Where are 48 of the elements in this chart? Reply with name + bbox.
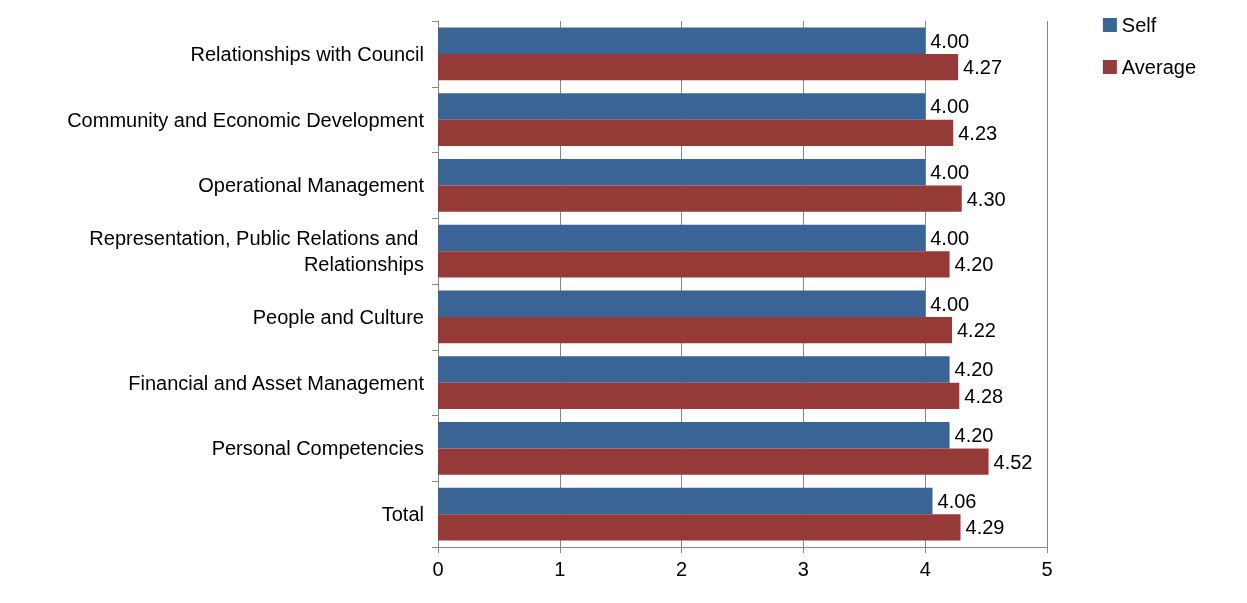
bar bbox=[438, 251, 950, 278]
bar bbox=[438, 487, 933, 515]
legend-label: Average bbox=[1121, 56, 1197, 78]
bar bbox=[438, 119, 954, 146]
bar bbox=[438, 185, 962, 212]
bar bbox=[438, 53, 959, 81]
y-tick-label: Operational Management bbox=[198, 174, 425, 197]
bar bbox=[438, 93, 926, 120]
data-label: 4.00 bbox=[930, 29, 970, 52]
x-tick-label: 3 bbox=[797, 558, 809, 580]
bar bbox=[438, 422, 950, 449]
x-tick-label: 4 bbox=[919, 558, 931, 580]
data-label: 4.29 bbox=[965, 516, 1005, 539]
y-tick-label: Financial and Asset Management bbox=[128, 371, 425, 394]
data-label: 4.00 bbox=[930, 161, 970, 184]
bar bbox=[438, 356, 950, 383]
bar bbox=[438, 224, 926, 252]
bar bbox=[438, 159, 926, 186]
data-label: 4.00 bbox=[930, 292, 970, 315]
data-label: 4.20 bbox=[954, 424, 994, 447]
data-label: 4.22 bbox=[957, 319, 996, 342]
data-label: 4.06 bbox=[937, 489, 977, 512]
x-tick-label: 0 bbox=[432, 558, 444, 580]
data-label: 4.00 bbox=[930, 226, 970, 249]
y-tick-label: Relationships with Council bbox=[190, 42, 424, 65]
data-label: 4.27 bbox=[963, 56, 1003, 79]
x-tick-label: 1 bbox=[554, 558, 566, 580]
data-label: 4.20 bbox=[954, 253, 994, 276]
bar bbox=[438, 382, 960, 409]
data-label: 4.00 bbox=[930, 95, 970, 118]
y-tick-label: Representation, Public Relations and Relationships bbox=[89, 227, 424, 276]
data-label: 4.20 bbox=[954, 358, 994, 381]
y-tick-label: Personal Competencies bbox=[211, 437, 424, 460]
bar bbox=[438, 514, 961, 541]
y-tick-label: Community and Economic Development bbox=[67, 108, 425, 131]
data-label: 4.52 bbox=[993, 450, 1033, 473]
bar bbox=[438, 316, 952, 344]
data-label: 4.28 bbox=[964, 384, 1004, 407]
y-tick-label: Total bbox=[381, 503, 424, 526]
bar bbox=[438, 27, 926, 54]
data-label: 4.30 bbox=[966, 187, 1006, 210]
x-tick-label: 2 bbox=[676, 558, 688, 580]
y-tick-label: People and Culture bbox=[252, 305, 424, 328]
x-tick-label: 5 bbox=[1041, 558, 1053, 580]
bar bbox=[438, 448, 989, 475]
bar bbox=[438, 290, 926, 317]
data-label: 4.23 bbox=[958, 121, 998, 144]
legend-label: Self bbox=[1121, 14, 1157, 36]
